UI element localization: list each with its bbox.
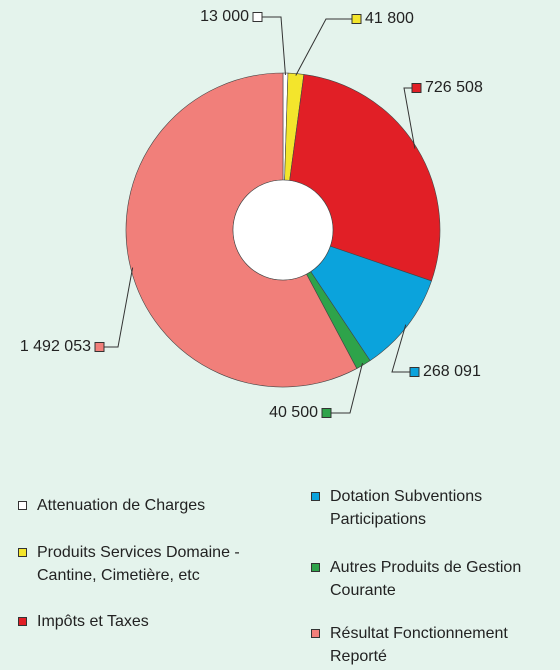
legend-swatch [18, 548, 27, 557]
leader-line [403, 87, 416, 149]
chart: 13 000 41 800 726 508 268 091 40 500 1 492 05… [20, 8, 483, 421]
legend-label: Dotation Subventions Participations [330, 488, 483, 528]
label-swatch [252, 12, 263, 22]
leader-line [262, 16, 286, 76]
legend-swatch [18, 501, 27, 510]
leader-line [331, 362, 363, 414]
value-label: 41 800 [365, 10, 414, 27]
label-swatch [351, 14, 362, 24]
value-label: 1 492 053 [20, 338, 91, 355]
value-label: 726 508 [425, 79, 483, 96]
value-label: 268 091 [423, 363, 481, 380]
legend-item: Autres Produits de Gestion Courante [311, 556, 552, 602]
legend-label: Attenuation de Charges [37, 497, 206, 514]
legend-swatch [311, 563, 320, 572]
legend-swatch [18, 617, 27, 626]
leader-line [104, 267, 134, 348]
legend-label: Produits Services Domaine - Cantine, Cim… [37, 544, 240, 584]
value-label: 40 500 [269, 404, 318, 421]
label-swatch [411, 83, 422, 93]
legend-label: Autres Produits de Gestion Courante [330, 559, 522, 599]
legend-swatch [311, 629, 320, 638]
label-swatch [409, 367, 420, 377]
legend-item: Attenuation de Charges [18, 494, 282, 517]
label-swatch [321, 408, 332, 418]
legend-label: Impôts et Taxes [37, 613, 149, 630]
donut-hole [232, 179, 334, 281]
leader-line [391, 324, 410, 373]
legend-label: Résultat Fonctionnement Reporté [330, 625, 508, 665]
legend-item: Produits Services Domaine - Cantine, Cim… [18, 541, 282, 587]
legend-item: Dotation Subventions Participations [311, 485, 552, 531]
legend-swatch [311, 492, 320, 501]
leader-line [295, 18, 352, 76]
value-label: 13 000 [200, 8, 249, 25]
label-swatch [94, 342, 105, 352]
legend-item: Impôts et Taxes [18, 610, 282, 633]
legend-item: Résultat Fonctionnement Reporté [311, 622, 552, 668]
